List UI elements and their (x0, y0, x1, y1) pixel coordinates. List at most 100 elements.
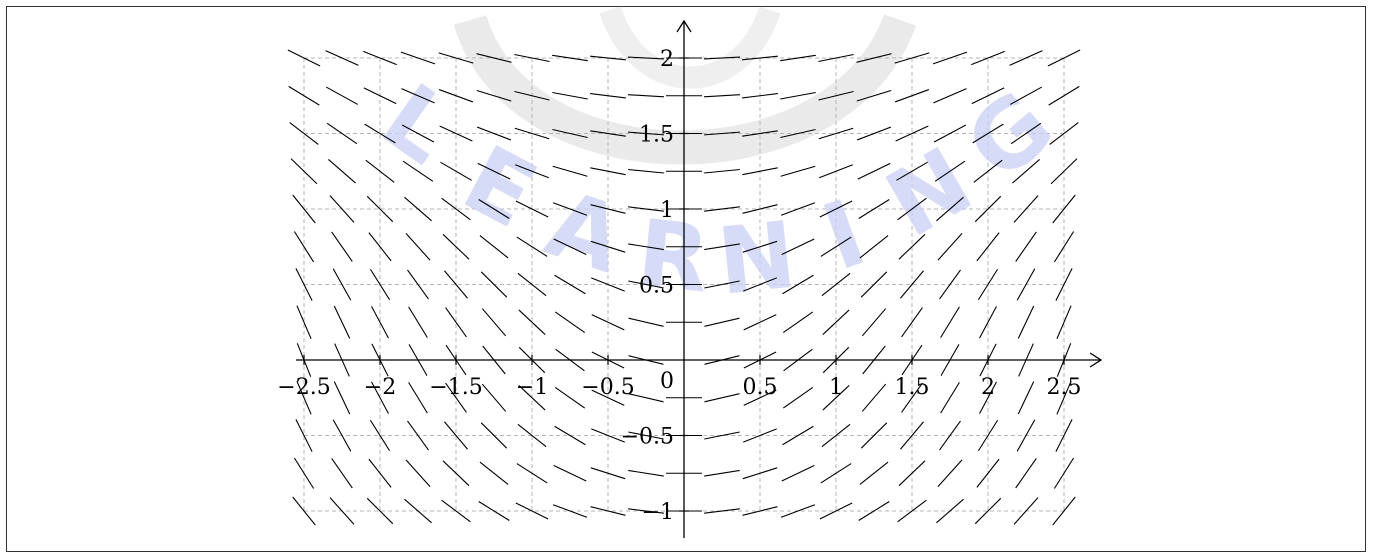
slope-segment (780, 91, 816, 100)
slope-segment (369, 419, 391, 452)
slope-segment (326, 122, 358, 145)
slope-segment (552, 128, 588, 139)
slope-segment (940, 382, 960, 414)
slope-segment (476, 89, 512, 102)
slope-segment (858, 501, 890, 521)
x-tick-label: 2.5 (1047, 375, 1082, 400)
slope-segment (933, 124, 967, 143)
slope-segment (628, 317, 664, 327)
slope-segment (329, 195, 355, 223)
slope-segment (781, 465, 815, 482)
slope-segment (590, 467, 626, 480)
slope-segment (325, 50, 359, 66)
watermark-arc-inner (599, 6, 781, 89)
slope-segment (861, 383, 887, 412)
slope-segment (900, 270, 924, 299)
slope-segment (743, 389, 777, 406)
slope-segment (704, 131, 740, 136)
slope-segment (933, 88, 967, 104)
slope-segment (971, 87, 1005, 105)
slope-segment (1015, 231, 1037, 262)
slope-segment (856, 53, 892, 63)
watermark-letter: A (534, 170, 635, 294)
slope-segment (704, 206, 740, 212)
slope-segment (934, 160, 966, 182)
slope-segment (293, 457, 315, 489)
slope-segment (628, 168, 664, 174)
slope-segment (858, 199, 890, 219)
slope-segment (516, 236, 548, 257)
tick-labels: −2.5 −2 −1.5 −1 −0.5 0.5 1 1.5 2 2.5 −1 −0.5 0.5 1 1.5… (277, 47, 1081, 525)
slope-segment (973, 159, 1003, 183)
slope-segment (1055, 419, 1073, 452)
slope-segment (1052, 496, 1076, 526)
slope-segment (901, 382, 923, 413)
slope-segment (554, 386, 586, 409)
slope-segment (296, 305, 312, 340)
slope-segment (515, 200, 549, 218)
slope-segment (476, 126, 512, 141)
slope-segment (1009, 86, 1043, 105)
slope-segment (742, 506, 778, 516)
slope-segment (408, 306, 428, 338)
slope-segment (325, 86, 359, 105)
slope-segment (979, 306, 997, 339)
watermark (453, 6, 917, 165)
slope-segment (819, 200, 853, 218)
slope-segment (366, 195, 394, 223)
slope-segment (517, 423, 547, 448)
slope-segment (441, 197, 471, 221)
slope-segment (329, 497, 355, 525)
slope-segment (480, 422, 508, 449)
slope-segment (440, 161, 472, 181)
slope-segment (936, 196, 964, 222)
slope-segment (400, 51, 436, 65)
slope-segment (628, 508, 664, 514)
slope-segment (894, 89, 930, 103)
slope-segment (479, 235, 509, 259)
slope-segment (518, 309, 546, 335)
y-axis-arrow (676, 19, 692, 33)
slope-segment (818, 53, 854, 63)
y-tick-label: 0.5 (639, 274, 674, 299)
slope-segment (366, 497, 394, 525)
slope-segment (295, 419, 313, 452)
slope-segment (552, 165, 588, 177)
slope-segment (937, 459, 963, 488)
slope-segment (900, 421, 924, 450)
slope-segment (704, 508, 740, 514)
y-tick-label: −0.5 (621, 425, 674, 450)
slope-segment (365, 159, 395, 183)
slope-segment (1053, 231, 1075, 263)
slope-segment (287, 49, 321, 67)
slope-segment (333, 381, 351, 415)
x-tick-label: 0.5 (743, 375, 778, 400)
slope-segment (977, 268, 999, 301)
slope-segment (514, 53, 550, 63)
slope-segment (552, 504, 588, 518)
x-tick-label: −1.5 (429, 375, 482, 400)
slope-segment (517, 272, 547, 297)
x-tick-label: −2.5 (277, 375, 330, 400)
slope-segment (704, 317, 740, 327)
slope-segment (939, 269, 961, 300)
axes (296, 19, 1103, 538)
slope-segment (821, 272, 851, 297)
slope-segment (856, 89, 892, 102)
slope-segment (704, 94, 740, 98)
slope-segment (368, 232, 392, 262)
watermark-letter: N (713, 201, 801, 315)
slope-segment (476, 53, 512, 63)
slope-segment (857, 162, 891, 180)
slope-segment (407, 420, 429, 451)
slope-segment (368, 458, 392, 488)
slope-segment (408, 382, 428, 414)
slope-segment (590, 130, 626, 137)
slope-segment (479, 461, 509, 485)
slope-segment (328, 159, 356, 184)
slope-segment (288, 85, 320, 106)
slope-segment (554, 311, 586, 334)
slope-segment (481, 308, 507, 337)
slope-segment (590, 240, 626, 253)
slope-segment (478, 501, 510, 521)
